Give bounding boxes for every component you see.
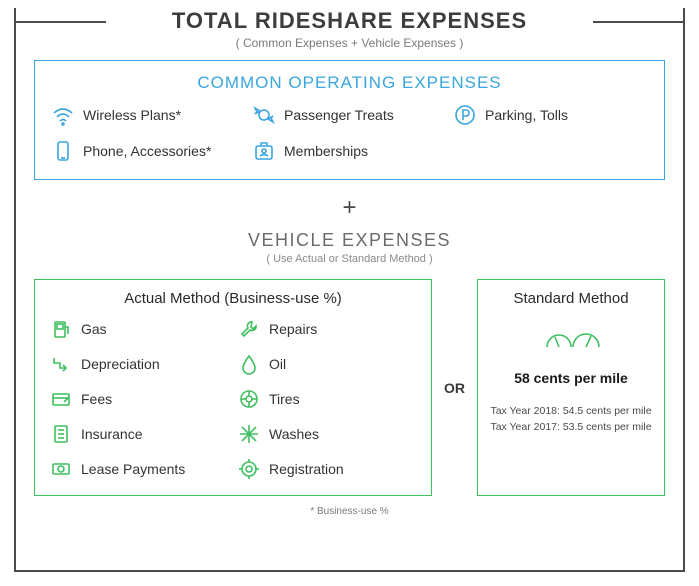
expense-item: Passenger Treats — [252, 103, 447, 127]
expense-label: Wireless Plans* — [83, 107, 181, 123]
expense-item: Memberships — [252, 139, 447, 163]
expense-label: Registration — [269, 461, 344, 477]
expense-label: Passenger Treats — [284, 107, 394, 123]
expense-item: Depreciation — [49, 352, 229, 376]
expense-item: Repairs — [237, 317, 417, 341]
expense-label: Washes — [269, 426, 319, 442]
actual-method-grid: Gas Repairs Depreciation Oil Fees Tires Insura… — [49, 317, 417, 481]
expense-item: Insurance — [49, 422, 229, 446]
expense-item: Oil — [237, 352, 417, 376]
main-title: TOTAL RIDESHARE EXPENSES — [162, 8, 537, 34]
down-icon — [49, 352, 73, 376]
standard-method-title: Standard Method — [488, 290, 654, 307]
phone-icon — [51, 139, 75, 163]
tire-icon — [237, 387, 261, 411]
common-expenses-grid: Wireless Plans* Passenger Treats Parking, … — [51, 103, 648, 163]
expense-label: Gas — [81, 321, 107, 337]
expense-label: Repairs — [269, 321, 317, 337]
actual-method-title: Actual Method (Business-use %) — [49, 290, 417, 307]
expense-label: Oil — [269, 356, 286, 372]
main-subtitle: ( Common Expenses + Vehicle Expenses ) — [34, 36, 665, 50]
history-line: Tax Year 2018: 54.5 cents per mile — [488, 404, 654, 420]
vehicle-expenses-title: VEHICLE EXPENSES — [34, 230, 665, 251]
expense-label: Depreciation — [81, 356, 160, 372]
or-label: OR — [444, 380, 465, 396]
history-line: Tax Year 2017: 53.5 cents per mile — [488, 420, 654, 436]
main-title-wrap: TOTAL RIDESHARE EXPENSES ( Common Expens… — [34, 8, 665, 50]
standard-history: Tax Year 2018: 54.5 cents per mile Tax Y… — [488, 404, 654, 436]
expense-item: Wireless Plans* — [51, 103, 246, 127]
expense-item: Parking, Tolls — [453, 103, 648, 127]
plus-sign: + — [34, 194, 665, 222]
parking-icon — [453, 103, 477, 127]
standard-rate: 58 cents per mile — [488, 370, 654, 386]
expense-label: Insurance — [81, 426, 142, 442]
expense-item: Washes — [237, 422, 417, 446]
expense-label: Fees — [81, 391, 112, 407]
expense-label: Parking, Tolls — [485, 107, 568, 123]
expense-label: Tires — [269, 391, 300, 407]
gas-icon — [49, 317, 73, 341]
actual-method-box: Actual Method (Business-use %) Gas Repair… — [34, 279, 432, 496]
expense-item: Gas — [49, 317, 229, 341]
vehicle-expenses-subtitle: ( Use Actual or Standard Method ) — [34, 253, 665, 265]
wrench-icon — [237, 317, 261, 341]
candy-icon — [252, 103, 276, 127]
gear-icon — [237, 457, 261, 481]
odometer-icon — [488, 323, 654, 358]
star-icon — [237, 422, 261, 446]
expense-label: Memberships — [284, 143, 368, 159]
vehicle-methods-row: Actual Method (Business-use %) Gas Repair… — [34, 279, 665, 496]
expense-item: Tires — [237, 387, 417, 411]
drop-icon — [237, 352, 261, 376]
expense-label: Phone, Accessories* — [83, 143, 211, 159]
expense-item: Registration — [237, 457, 417, 481]
cash-icon — [49, 457, 73, 481]
expense-item: Fees — [49, 387, 229, 411]
footnote: * Business-use % — [34, 506, 665, 517]
badge-icon — [252, 139, 276, 163]
expense-item: Phone, Accessories* — [51, 139, 246, 163]
common-expenses-title: COMMON OPERATING EXPENSES — [51, 73, 648, 93]
expense-item: Lease Payments — [49, 457, 229, 481]
wifi-icon — [51, 103, 75, 127]
standard-method-box: Standard Method 58 cents per mile Tax Ye… — [477, 279, 665, 496]
expense-label: Lease Payments — [81, 461, 185, 477]
infographic-container: TOTAL RIDESHARE EXPENSES ( Common Expens… — [14, 8, 685, 572]
common-expenses-box: COMMON OPERATING EXPENSES Wireless Plans… — [34, 60, 665, 180]
card-icon — [49, 387, 73, 411]
doc-icon — [49, 422, 73, 446]
